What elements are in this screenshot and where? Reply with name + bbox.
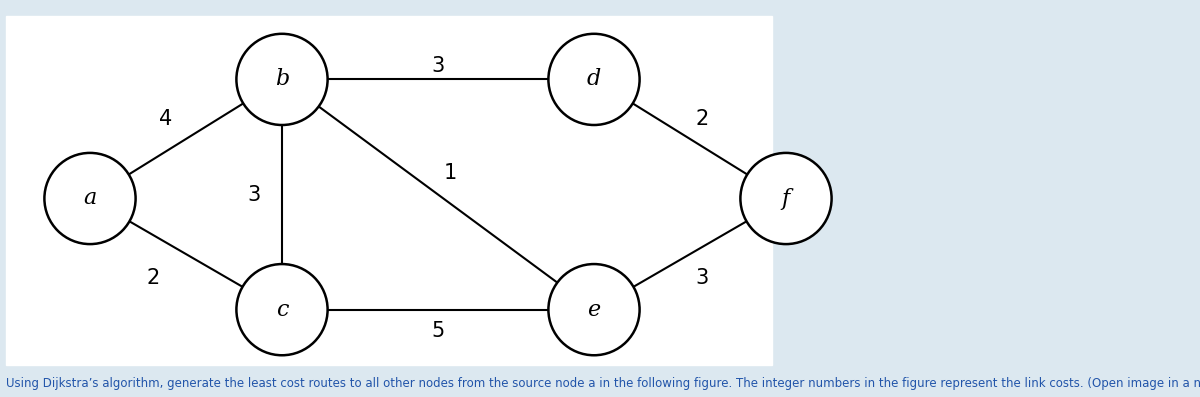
Text: 2: 2 (695, 109, 709, 129)
Text: 5: 5 (431, 322, 445, 341)
Text: 3: 3 (247, 185, 262, 204)
Ellipse shape (236, 34, 328, 125)
Bar (6, 16, 772, 365)
Text: 4: 4 (158, 109, 173, 129)
Text: b: b (275, 68, 289, 91)
Text: Using Dijkstra’s algorithm, generate the least cost routes to all other nodes fr: Using Dijkstra’s algorithm, generate the… (6, 377, 1200, 390)
Text: f: f (782, 187, 790, 210)
Ellipse shape (548, 264, 640, 355)
Text: a: a (83, 187, 97, 210)
Ellipse shape (740, 153, 832, 244)
Ellipse shape (548, 34, 640, 125)
Text: 1: 1 (443, 163, 457, 183)
Ellipse shape (44, 153, 136, 244)
Text: c: c (276, 299, 288, 321)
Text: 3: 3 (695, 268, 709, 288)
Text: e: e (588, 299, 600, 321)
Text: d: d (587, 68, 601, 91)
Ellipse shape (236, 264, 328, 355)
Text: 2: 2 (146, 268, 161, 288)
Text: 3: 3 (431, 56, 445, 75)
